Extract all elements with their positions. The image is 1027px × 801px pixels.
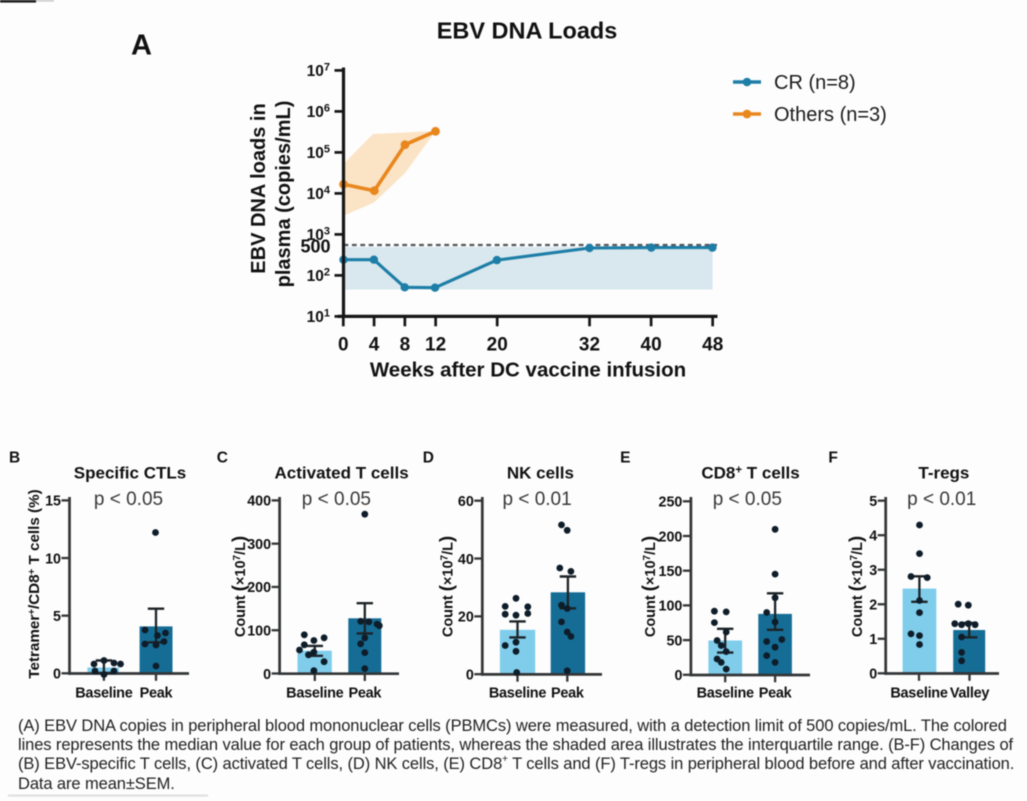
svg-text:0: 0 [869,667,877,683]
svg-text:Baseline: Baseline [890,685,947,701]
svg-text:Count (×107/L): Count (×107/L) [436,536,457,637]
svg-text:Valley: Valley [950,685,990,701]
svg-text:5: 5 [869,494,877,510]
svg-text:Baseline: Baseline [489,685,546,701]
svg-text:106: 106 [307,103,330,122]
svg-text:F: F [828,450,837,467]
svg-text:60: 60 [458,494,474,510]
svg-text:Peak: Peak [140,685,174,701]
svg-text:0: 0 [466,668,474,684]
svg-text:T-regs: T-regs [918,464,969,483]
svg-text:EBV DNA loads in: EBV DNA loads in [248,103,270,273]
svg-text:EBV DNA Loads: EBV DNA Loads [437,18,618,44]
svg-text:Peak: Peak [759,685,793,701]
svg-text:40: 40 [641,334,662,355]
svg-text:CR (n=8): CR (n=8) [774,72,856,94]
svg-text:100: 100 [247,624,271,640]
svg-text:107: 107 [307,62,330,81]
svg-text:A: A [131,30,152,62]
svg-text:102: 102 [307,267,330,286]
svg-text:p < 0.05: p < 0.05 [302,489,371,510]
svg-text:p < 0.05: p < 0.05 [713,489,782,510]
svg-text:4: 4 [869,529,877,545]
svg-text:Tetramer+/CD8+ T cells (%): Tetramer+/CD8+ T cells (%) [26,489,43,678]
svg-text:0: 0 [53,667,61,683]
svg-text:Activated T cells: Activated T cells [275,464,409,483]
svg-text:0: 0 [263,667,271,683]
svg-text:D: D [423,450,434,467]
svg-text:Baseline: Baseline [75,685,132,701]
svg-text:100: 100 [659,599,683,615]
svg-text:20: 20 [458,610,474,626]
svg-text:p < 0.05: p < 0.05 [94,489,163,510]
svg-text:200: 200 [659,529,683,545]
svg-text:Count (×107/L): Count (×107/L) [845,536,866,637]
svg-text:400: 400 [247,494,271,510]
svg-text:p < 0.01: p < 0.01 [502,489,571,510]
svg-text:101: 101 [307,308,330,327]
svg-text:1: 1 [869,632,877,648]
svg-text:CD8+ T cells: CD8+ T cells [701,464,799,483]
svg-text:Peak: Peak [348,685,382,701]
svg-text:4: 4 [369,334,380,355]
svg-text:40: 40 [458,552,474,568]
svg-text:20: 20 [487,334,508,355]
svg-text:Count (×107/L): Count (×107/L) [638,536,659,637]
svg-text:50: 50 [666,633,682,649]
svg-text:15: 15 [45,494,61,510]
svg-text:0: 0 [674,668,682,684]
svg-text:Weeks after DC vaccine infusio: Weeks after DC vaccine infusion [370,359,686,382]
svg-text:150: 150 [659,564,683,580]
svg-text:Baseline: Baseline [697,685,754,701]
svg-text:12: 12 [425,334,446,355]
svg-text:p < 0.01: p < 0.01 [907,489,976,510]
svg-text:Count (×107/L): Count (×107/L) [228,536,249,637]
svg-text:plasma (copies/mL): plasma (copies/mL) [273,101,295,288]
svg-text:500: 500 [300,237,330,257]
svg-text:NK cells: NK cells [507,464,574,483]
svg-text:3: 3 [869,563,877,579]
svg-text:E: E [620,450,630,467]
svg-text:Baseline: Baseline [286,685,343,701]
svg-text:2: 2 [869,598,877,614]
svg-text:Others (n=3): Others (n=3) [774,104,887,126]
svg-text:105: 105 [307,144,330,163]
svg-text:B: B [9,450,20,467]
svg-text:10: 10 [45,551,61,567]
svg-text:8: 8 [400,334,411,355]
svg-text:48: 48 [702,334,723,355]
svg-text:250: 250 [659,495,683,511]
svg-text:Specific CTLs: Specific CTLs [74,464,186,483]
svg-text:C: C [217,450,228,467]
svg-text:32: 32 [579,334,600,355]
svg-text:5: 5 [53,609,61,625]
svg-text:300: 300 [247,537,271,553]
svg-text:104: 104 [307,185,331,204]
svg-text:200: 200 [247,580,271,596]
svg-text:0: 0 [338,334,349,355]
svg-text:Peak: Peak [551,685,585,701]
